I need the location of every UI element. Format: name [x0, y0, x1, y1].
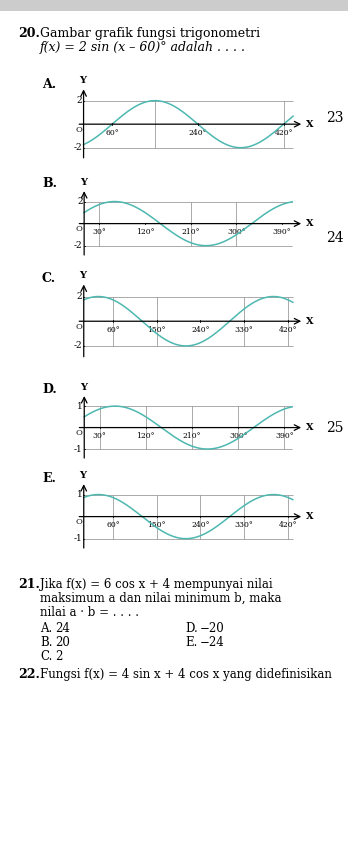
Text: 420°: 420° [279, 521, 297, 529]
Text: C.: C. [42, 272, 56, 285]
Text: −20: −20 [200, 622, 225, 635]
Text: 1: 1 [77, 490, 82, 499]
Text: 240°: 240° [189, 129, 207, 137]
Text: X: X [306, 423, 313, 432]
Text: 240°: 240° [191, 521, 210, 529]
Text: Jika f(x) = 6 cos x + 4 mempunyai nilai: Jika f(x) = 6 cos x + 4 mempunyai nilai [40, 578, 272, 591]
Text: 1: 1 [77, 401, 83, 411]
Text: Gambar grafik fungsi trigonometri: Gambar grafik fungsi trigonometri [40, 27, 260, 40]
Text: −24: −24 [200, 636, 225, 649]
Text: -1: -1 [74, 445, 83, 453]
Text: Y: Y [80, 178, 87, 187]
Text: 2: 2 [77, 97, 82, 105]
Text: A.: A. [40, 622, 52, 635]
Text: 30°: 30° [93, 228, 106, 236]
Text: X: X [306, 512, 313, 521]
Text: 20.: 20. [18, 27, 40, 40]
Text: 150°: 150° [148, 521, 166, 529]
Text: 60°: 60° [106, 326, 120, 335]
Text: O: O [75, 126, 82, 134]
Text: 120°: 120° [137, 432, 155, 440]
Text: A.: A. [42, 78, 56, 91]
Text: B.: B. [40, 636, 53, 649]
Text: D.: D. [42, 383, 57, 396]
Text: 24: 24 [326, 231, 343, 245]
Text: X: X [306, 317, 313, 326]
Text: O: O [76, 429, 83, 437]
Text: 30°: 30° [93, 432, 106, 440]
Text: 21.: 21. [18, 578, 40, 591]
Text: maksimum a dan nilai minimum b, maka: maksimum a dan nilai minimum b, maka [40, 592, 282, 605]
Text: 300°: 300° [227, 228, 246, 236]
Text: 420°: 420° [274, 129, 293, 137]
Text: 22.: 22. [18, 668, 40, 681]
Text: 2: 2 [55, 650, 62, 663]
Text: 390°: 390° [273, 228, 292, 236]
Text: -1: -1 [73, 534, 82, 543]
Text: nilai a · b = . . . .: nilai a · b = . . . . [40, 606, 139, 619]
Text: Fungsi f(x) = 4 sin x + 4 cos x yang didefinisikan: Fungsi f(x) = 4 sin x + 4 cos x yang did… [40, 668, 332, 681]
Text: 60°: 60° [105, 129, 119, 137]
Text: 24: 24 [55, 622, 70, 635]
Text: C.: C. [40, 650, 53, 663]
Text: O: O [76, 324, 82, 331]
Text: 23: 23 [326, 111, 343, 125]
Text: Y: Y [79, 272, 86, 280]
Text: 330°: 330° [235, 521, 254, 529]
Text: Y: Y [80, 383, 87, 392]
Text: B.: B. [42, 177, 57, 190]
Text: 210°: 210° [182, 228, 200, 236]
Text: -2: -2 [73, 143, 82, 152]
Text: Y: Y [79, 76, 86, 86]
Text: X: X [306, 119, 313, 129]
Text: -2: -2 [74, 241, 82, 250]
Text: 25: 25 [326, 421, 343, 435]
Text: 2: 2 [77, 197, 82, 206]
Text: X: X [306, 219, 313, 228]
Text: 60°: 60° [106, 521, 120, 529]
Text: 420°: 420° [279, 326, 297, 335]
Text: Y: Y [79, 471, 86, 480]
Text: O: O [76, 225, 82, 234]
Text: E.: E. [185, 636, 197, 649]
Text: O: O [76, 518, 82, 526]
Text: D.: D. [185, 622, 198, 635]
Text: 150°: 150° [148, 326, 166, 335]
Text: 330°: 330° [235, 326, 254, 335]
Text: 20: 20 [55, 636, 70, 649]
Text: 390°: 390° [275, 432, 294, 440]
Text: 300°: 300° [229, 432, 247, 440]
Text: 2: 2 [77, 292, 82, 301]
Text: -2: -2 [74, 341, 82, 351]
Bar [0, 0, 348, 11]
Text: E.: E. [42, 472, 56, 485]
Text: 240°: 240° [191, 326, 210, 335]
Text: 120°: 120° [136, 228, 154, 236]
Text: f(x) = 2 sin (x – 60)° adalah . . . .: f(x) = 2 sin (x – 60)° adalah . . . . [40, 41, 246, 54]
Text: 210°: 210° [183, 432, 201, 440]
